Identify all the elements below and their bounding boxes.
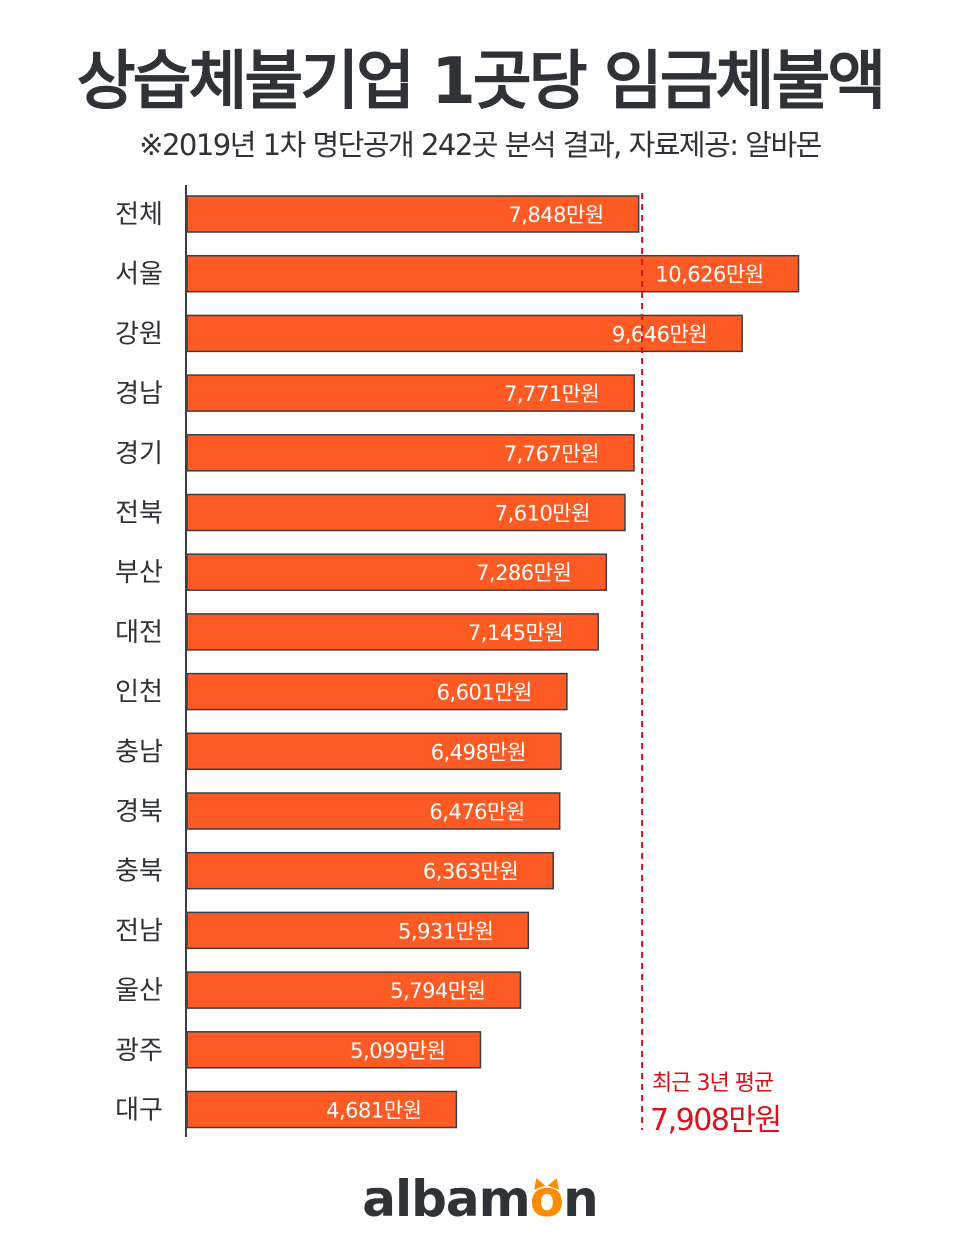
bar-경기 (186, 434, 635, 472)
bar-value-label: 5,794만원 (390, 979, 485, 1003)
bar-value-label: 7,771만원 (504, 382, 599, 406)
bar-value-label: 7,767만원 (504, 442, 599, 466)
bar-value-label: 7,610만원 (495, 502, 590, 526)
category-label: 대구 (115, 1096, 163, 1126)
bar-value-label: 10,626만원 (655, 263, 763, 287)
category-label: 울산 (115, 976, 163, 1006)
bar-전체 (186, 195, 640, 233)
bar-value-label: 5,099만원 (350, 1039, 445, 1063)
category-label: 광주 (115, 1036, 163, 1066)
bar-value-label: 9,646만원 (612, 322, 707, 346)
bar-강원 (186, 314, 743, 353)
category-label: 경기 (115, 439, 163, 469)
chart-title: 상습체불기업 1곳당 임금체불액 (76, 45, 887, 119)
bar-value-label: 6,498만원 (431, 740, 526, 764)
bar-인천 (186, 672, 568, 711)
bar-전남 (186, 911, 530, 950)
bar-경북 (186, 792, 561, 830)
category-label: 경남 (115, 379, 163, 409)
average-label: 최근 3년 평균 (652, 1071, 774, 1096)
bar-광주 (186, 1031, 482, 1069)
bar-충남 (186, 732, 562, 771)
bar-전북 (186, 493, 626, 532)
category-label: 강원 (115, 319, 163, 349)
category-label: 충북 (115, 857, 163, 887)
category-label: 인천 (115, 678, 163, 708)
category-label: 부산 (115, 558, 163, 588)
category-label: 전북 (115, 499, 163, 529)
bar-부산 (186, 553, 608, 591)
bar-value-label: 6,363만원 (423, 860, 518, 884)
bar-value-label: 7,286만원 (476, 561, 571, 585)
bar-대전 (186, 613, 599, 651)
bar-울산 (186, 971, 522, 1009)
bar-경남 (186, 374, 635, 412)
bar-value-label: 7,145만원 (468, 621, 563, 645)
category-label: 전남 (115, 916, 163, 946)
bar-value-label: 5,931만원 (398, 919, 493, 943)
category-label: 전체 (115, 200, 163, 230)
category-label: 경북 (115, 797, 163, 827)
category-label: 충남 (115, 737, 163, 767)
bar-대구 (186, 1090, 458, 1129)
bar-value-label: 6,601만원 (437, 681, 532, 705)
category-label: 대전 (115, 618, 163, 648)
bar-value-label: 4,681만원 (326, 1099, 421, 1123)
bar-value-label: 7,848만원 (508, 203, 603, 227)
average-value-label: 7,908만원 (650, 1103, 781, 1138)
chart-subtitle: ※2019년 1차 명단공개 242곳 분석 결과, 자료제공: 알바몬 (139, 128, 822, 162)
bar-value-label: 6,476만원 (429, 800, 524, 824)
bar-충북 (186, 851, 554, 890)
albamon-logo: albamon (362, 1170, 598, 1228)
category-label: 서울 (115, 260, 163, 290)
